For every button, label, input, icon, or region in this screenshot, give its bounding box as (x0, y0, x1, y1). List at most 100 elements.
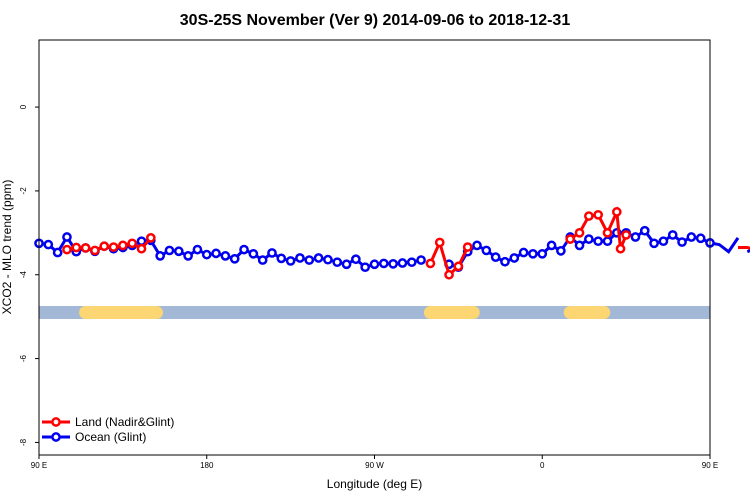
series-layer (34, 206, 750, 280)
data-point (192, 244, 203, 255)
data-point (462, 242, 473, 252)
data-point (378, 258, 389, 269)
x-tick-label: 90 W (365, 461, 384, 470)
data-point (229, 253, 240, 264)
data-point (211, 248, 221, 259)
legend-marker (51, 432, 61, 442)
data-point (425, 258, 436, 269)
data-point (71, 242, 82, 253)
data-point (276, 253, 287, 264)
data-point (155, 251, 166, 261)
data-point (183, 251, 193, 261)
x-tick-label: 180 (200, 461, 214, 470)
data-point (434, 237, 445, 248)
data-point (62, 232, 72, 242)
data-point (658, 236, 669, 247)
chart-title: 30S-25S November (Ver 9) 2014-09-06 to 2… (180, 12, 571, 29)
data-point (444, 269, 454, 280)
data-point (351, 254, 361, 265)
data-point (43, 239, 54, 250)
y-tick-label: -2 (19, 187, 28, 195)
data-point (127, 238, 138, 249)
data-point (611, 207, 622, 217)
data-point (677, 237, 687, 247)
data-point (52, 247, 63, 258)
legend-label: Land (Nadir&Glint) (75, 415, 174, 429)
x-tick-label: 90 E (31, 461, 47, 470)
y-axis-label: XCO2 - MLO trend (ppm) (0, 180, 14, 315)
y-tick-label: -6 (19, 354, 28, 362)
data-point (546, 240, 557, 251)
data-point (108, 242, 119, 252)
x-axis-label: Longitude (deg E) (327, 477, 422, 491)
data-point (593, 209, 604, 220)
x-axis: 90 E 180 90 W 0 90 E (31, 455, 718, 470)
data-point (332, 257, 343, 268)
data-point (481, 245, 492, 256)
data-point (453, 261, 464, 272)
data-point (80, 243, 91, 253)
data-point (565, 234, 576, 244)
series-line (738, 246, 750, 250)
data-point (406, 257, 417, 268)
data-point (164, 245, 175, 256)
data-point (313, 253, 324, 263)
data-point (388, 258, 398, 269)
data-point (556, 246, 566, 256)
data-point (649, 238, 659, 249)
data-point (630, 232, 641, 242)
data-point (239, 244, 249, 255)
data-point (267, 248, 277, 258)
data-point (639, 225, 650, 236)
data-point (341, 259, 352, 270)
series-land (62, 206, 750, 280)
legend-label: Ocean (Glint) (75, 430, 146, 444)
y-axis: 0 -2 -4 -6 -8 (19, 104, 39, 446)
data-point (509, 253, 520, 263)
data-point (602, 227, 613, 238)
data-point (667, 230, 678, 240)
y-tick-label: -4 (19, 271, 28, 279)
legend: Land (Nadir&Glint)Ocean (Glint) (42, 415, 174, 444)
data-point (593, 236, 604, 247)
data-point (695, 233, 706, 244)
data-point (686, 232, 697, 242)
legend-marker (51, 417, 61, 427)
x-tick-label: 90 E (702, 461, 718, 470)
data-point (490, 252, 501, 262)
data-point (248, 248, 259, 259)
data-point (220, 251, 231, 261)
data-point (118, 240, 128, 251)
data-point (397, 258, 408, 268)
y-tick-label: 0 (19, 104, 28, 109)
y-tick-label: -8 (19, 438, 28, 446)
legend-item: Ocean (Glint) (42, 430, 146, 444)
data-point (621, 230, 631, 240)
data-point (257, 255, 268, 265)
data-point (285, 256, 296, 266)
data-point (145, 233, 156, 243)
data-point (615, 243, 626, 254)
data-point (583, 211, 594, 221)
data-point (360, 262, 371, 273)
data-point (99, 241, 110, 252)
data-point (304, 255, 315, 265)
data-point (323, 254, 333, 265)
data-point (574, 240, 585, 251)
data-point (201, 249, 212, 260)
data-point (518, 247, 529, 258)
data-point (295, 253, 305, 263)
data-point (528, 248, 538, 259)
x-tick-label: 0 (540, 461, 545, 470)
legend-item: Land (Nadir&Glint) (42, 415, 174, 429)
data-point (369, 259, 380, 270)
data-point (602, 236, 613, 247)
data-point (574, 227, 585, 238)
data-point (472, 240, 482, 251)
data-point (173, 246, 184, 257)
data-point (136, 243, 147, 254)
data-point (500, 256, 510, 267)
data-point (583, 234, 594, 244)
data-point (416, 255, 426, 265)
